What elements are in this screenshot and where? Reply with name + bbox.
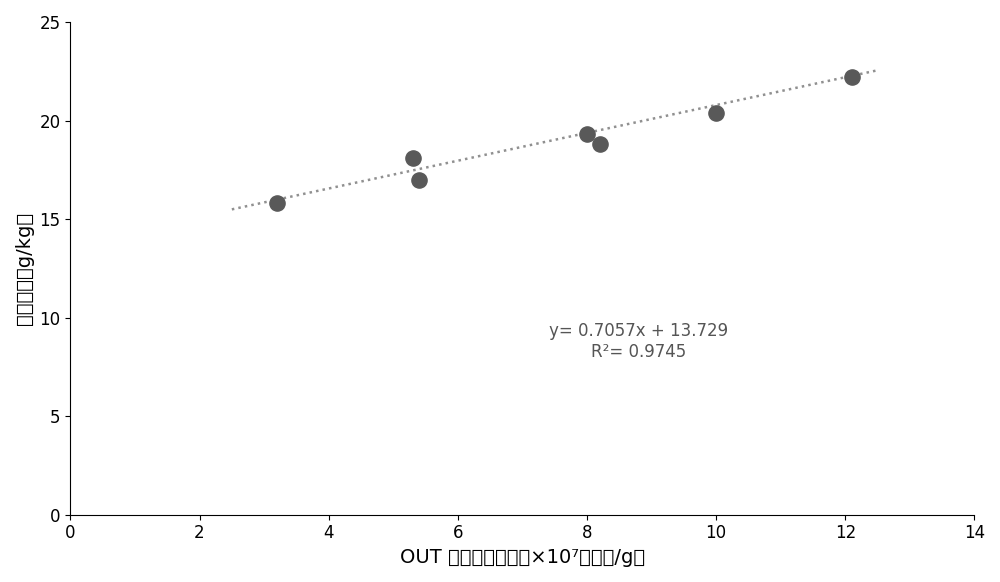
Point (411, 175, 427, 184)
Point (708, 108, 724, 118)
Point (592, 140, 608, 149)
Point (579, 130, 595, 139)
Point (269, 198, 285, 208)
Text: y= 0.7057x + 13.729
R²= 0.9745: y= 0.7057x + 13.729 R²= 0.9745 (549, 322, 728, 361)
Point (844, 73, 860, 82)
Y-axis label: 全钒含量（g/kg）: 全钒含量（g/kg） (15, 212, 34, 325)
X-axis label: OUT 的拷贝数含量（×10⁷拷贝数/g）: OUT 的拷贝数含量（×10⁷拷贝数/g） (400, 548, 645, 567)
Point (405, 153, 421, 162)
